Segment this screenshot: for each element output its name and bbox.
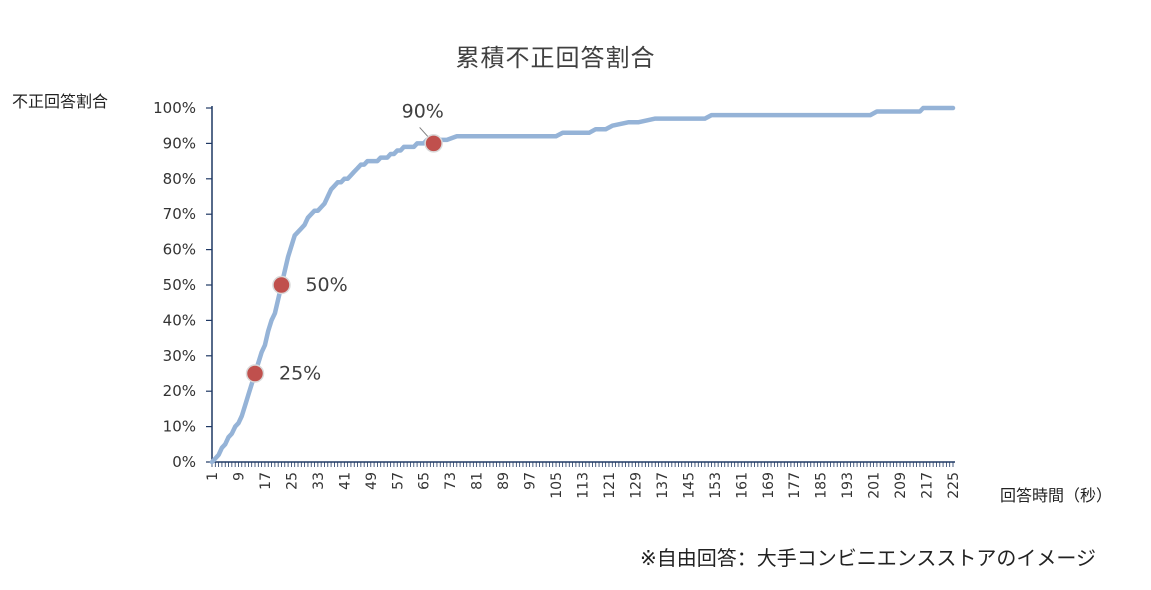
x-tick-label: 121 <box>602 472 618 499</box>
x-axis-title: 回答時間（秒） <box>1000 486 1113 505</box>
x-tick-label: 9 <box>231 472 247 481</box>
x-tick-label: 57 <box>390 472 406 490</box>
footnote: ※自由回答：大手コンビニエンスストアのイメージ <box>640 546 1096 570</box>
y-tick-label: 70% <box>163 205 196 223</box>
x-tick-label: 177 <box>787 472 803 499</box>
x-tick-label: 145 <box>681 472 697 499</box>
y-tick-label: 20% <box>163 382 196 400</box>
y-tick-label: 30% <box>163 347 196 365</box>
highlight-marker <box>245 364 265 383</box>
x-tick-label: 65 <box>417 472 433 490</box>
x-tick-label: 129 <box>628 472 644 499</box>
y-tick-label: 60% <box>163 241 196 259</box>
highlight-label: 50% <box>305 274 347 296</box>
x-tick-label: 97 <box>523 472 539 490</box>
x-tick-label: 89 <box>496 472 512 490</box>
y-tick-label: 80% <box>163 170 196 188</box>
x-tick-label: 1 <box>205 472 221 481</box>
x-tick-label: 25 <box>284 472 300 490</box>
x-tick-label: 217 <box>920 472 936 499</box>
x-tick-label: 81 <box>470 472 486 490</box>
label-leader-line <box>419 127 430 138</box>
x-tick-label: 153 <box>708 472 724 499</box>
x-tick-label: 193 <box>840 472 856 499</box>
highlight-marker <box>272 275 291 295</box>
y-tick-label: 100% <box>153 99 196 117</box>
y-tick-label: 10% <box>163 418 196 436</box>
x-tick-label: 73 <box>443 472 459 490</box>
chart-title: 累積不正回答割合 <box>455 44 656 72</box>
highlight-label: 90% <box>402 100 444 122</box>
x-tick-label: 49 <box>364 472 380 490</box>
x-tick-label: 41 <box>337 472 353 490</box>
x-tick-label: 169 <box>761 472 777 499</box>
x-tick-label: 105 <box>549 472 565 499</box>
y-tick-label: 90% <box>163 134 196 152</box>
x-tick-label: 161 <box>734 472 750 499</box>
y-tick-label: 0% <box>172 453 196 471</box>
x-tick-label: 209 <box>893 472 909 499</box>
highlight-marker <box>424 134 443 153</box>
x-tick-label: 33 <box>311 472 327 490</box>
y-tick-label: 50% <box>163 276 196 294</box>
x-tick-label: 137 <box>655 472 671 499</box>
y-axis-title: 不正回答割合 <box>12 92 109 111</box>
highlight-label: 25% <box>279 363 321 385</box>
x-tick-label: 113 <box>576 472 592 499</box>
y-tick-label: 40% <box>163 311 196 329</box>
x-tick-label: 225 <box>946 472 962 499</box>
x-tick-label: 201 <box>867 472 883 499</box>
cumulative-line <box>209 105 956 465</box>
x-tick-label: 17 <box>258 472 274 490</box>
x-tick-label: 185 <box>814 472 830 499</box>
